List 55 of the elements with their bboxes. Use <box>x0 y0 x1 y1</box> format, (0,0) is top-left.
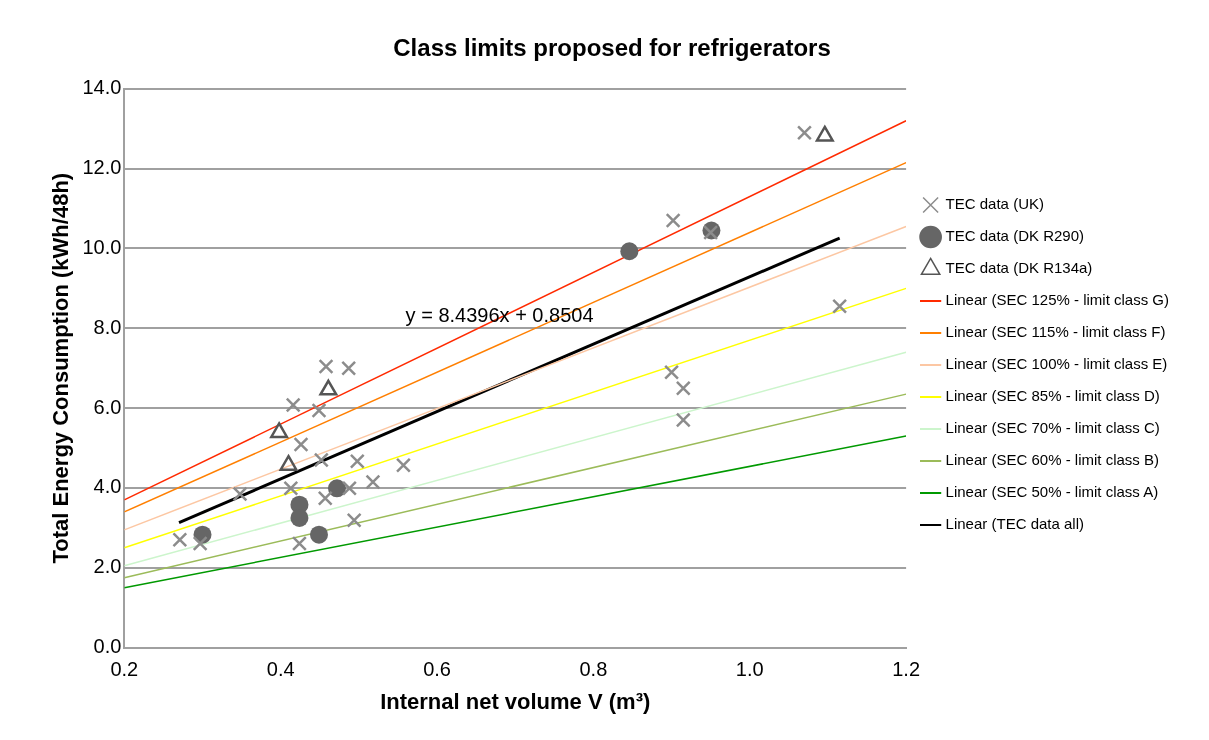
legend-label: Linear (SEC 60% - limit class B) <box>945 451 1160 469</box>
y-tick-label: 2.0 <box>93 555 122 578</box>
legend-label: Linear (SEC 100% - limit class E) <box>945 355 1168 373</box>
point <box>192 535 208 552</box>
legend-label: Linear (SEC 70% - limit class C) <box>945 419 1160 437</box>
point <box>172 532 188 548</box>
x-tick-label: 1.0 <box>735 658 764 681</box>
x-tick-label: 0.6 <box>423 658 451 681</box>
x-tick-label: 0.2 <box>110 658 139 681</box>
y-axis-title: Total Energy Consumption (kWh/48h) <box>48 172 74 564</box>
point <box>283 480 299 496</box>
point <box>317 490 333 506</box>
legend-label: TEC data (DK R290) <box>945 227 1084 245</box>
point <box>675 380 691 396</box>
x-tick-label: 0.8 <box>579 658 608 681</box>
point <box>291 535 308 552</box>
point <box>620 242 639 261</box>
point <box>313 452 329 468</box>
point <box>796 125 813 141</box>
point <box>293 436 309 453</box>
legend-label: TEC data (DK R134a) <box>945 259 1093 277</box>
point <box>346 512 362 528</box>
point <box>270 422 289 439</box>
legend-label: Linear (SEC 125% - limit class G) <box>945 291 1170 309</box>
point <box>663 364 680 380</box>
point <box>349 453 365 469</box>
legend-label: Linear (TEC data all) <box>945 515 1085 533</box>
y-tick-label: 14.0 <box>82 76 122 99</box>
point <box>341 480 358 496</box>
point <box>675 412 691 428</box>
x-tick-label: 0.4 <box>266 658 295 681</box>
point <box>232 486 248 502</box>
y-tick-label: 4.0 <box>93 475 122 498</box>
x-tick-label: 1.2 <box>892 658 921 681</box>
point <box>832 298 848 314</box>
x-axis-title: Internal net volume V (m³) <box>380 688 651 714</box>
point <box>395 457 412 473</box>
legend-label: Linear (SEC 115% - limit class F) <box>945 323 1166 341</box>
y-tick-label: 10.0 <box>82 235 122 258</box>
legend-label: Linear (SEC 50% - limit class A) <box>945 483 1159 501</box>
legend-label: TEC data (UK) <box>945 195 1044 213</box>
point <box>665 212 681 229</box>
point <box>311 402 327 419</box>
y-tick-label: 8.0 <box>93 315 122 338</box>
legend-label: Linear (SEC 85% - limit class D) <box>945 387 1160 405</box>
point <box>341 360 357 376</box>
point <box>285 397 301 413</box>
point <box>318 358 334 375</box>
chart-title: Class limits proposed for refrigerators <box>393 34 831 62</box>
point <box>365 474 381 490</box>
y-tick-label: 6.0 <box>93 395 122 418</box>
point <box>327 479 346 498</box>
y-tick-label: 12.0 <box>82 156 122 179</box>
point <box>309 525 328 544</box>
y-tick-label: 0.0 <box>93 635 122 658</box>
